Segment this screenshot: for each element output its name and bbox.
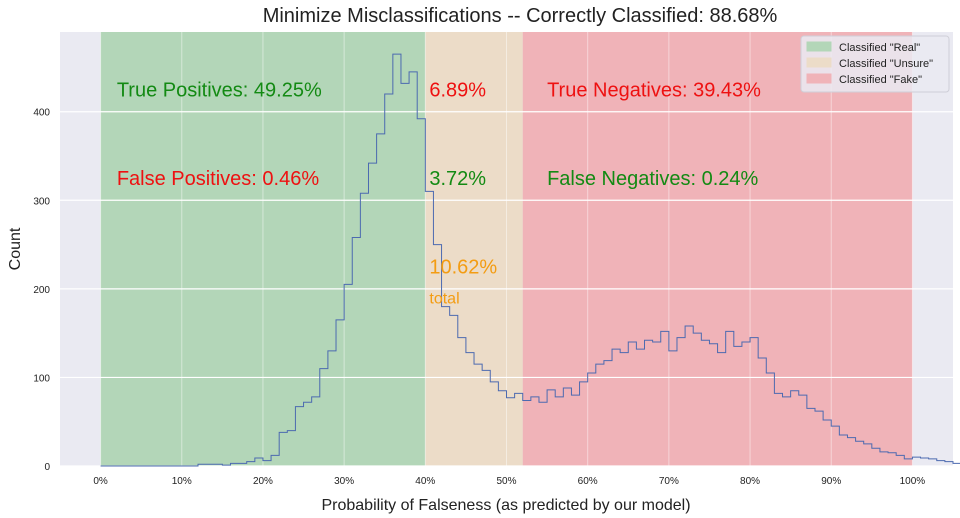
x-tick-label-3: 30% [334, 476, 354, 487]
classification-regions [100, 32, 913, 466]
x-tick-label-1: 10% [172, 476, 192, 487]
y-tick-label-3: 300 [33, 196, 50, 207]
annotation-2: 6.89% [429, 80, 486, 102]
x-tick-label-9: 90% [821, 476, 841, 487]
x-tick-label-6: 60% [578, 476, 598, 487]
region-2 [522, 32, 913, 466]
legend: Classified "Real" Classified "Unsure" Clas… [800, 35, 950, 93]
x-axis-label: Probability of Falseness (as predicted b… [321, 497, 690, 514]
histogram-line [100, 53, 960, 467]
legend-label-2: Classified "Fake" [839, 74, 922, 86]
region-0 [100, 32, 426, 466]
legend-label-0: Classified "Real" [839, 42, 920, 54]
annotation-1: False Positives: 0.46% [117, 168, 320, 190]
legend-label-1: Classified "Unsure" [839, 58, 933, 70]
x-tick-label-8: 80% [740, 476, 760, 487]
legend-box [800, 35, 950, 93]
x-tick-label-0: 0% [93, 476, 108, 487]
annotation-0: True Positives: 49.25% [117, 80, 322, 102]
grid-lines [60, 32, 953, 467]
x-tick-label-2: 20% [253, 476, 273, 487]
y-tick-label-4: 400 [33, 108, 50, 119]
chart-title: Minimize Misclassifications -- Correctly… [263, 5, 778, 27]
annotation-7: False Negatives: 0.24% [547, 168, 758, 190]
y-tick-label-1: 100 [33, 373, 50, 384]
y-axis-label: Count [7, 227, 24, 270]
x-axis-ticks: 0% 10% 20% 30% 40% 50% 60% 70% 80% 90% 100% [93, 476, 925, 487]
x-tick-label-10: 100% [900, 476, 926, 487]
x-tick-label-5: 50% [496, 476, 516, 487]
annotation-4: 10.62% [429, 257, 497, 279]
x-tick-label-4: 40% [415, 476, 435, 487]
x-tick-label-7: 70% [659, 476, 679, 487]
annotation-5: total [429, 290, 459, 307]
y-tick-label-0: 0 [44, 462, 50, 473]
legend-swatch-2 [806, 73, 832, 84]
legend-swatch-0 [806, 41, 832, 52]
annotations: True Positives: 49.25% False Positives: 0… [117, 80, 761, 308]
annotation-6: True Negatives: 39.43% [547, 80, 761, 102]
y-tick-label-2: 200 [33, 285, 50, 296]
y-axis-ticks: 0 100 200 300 400 [33, 108, 50, 473]
legend-swatch-1 [806, 57, 832, 68]
annotation-3: 3.72% [429, 168, 486, 190]
